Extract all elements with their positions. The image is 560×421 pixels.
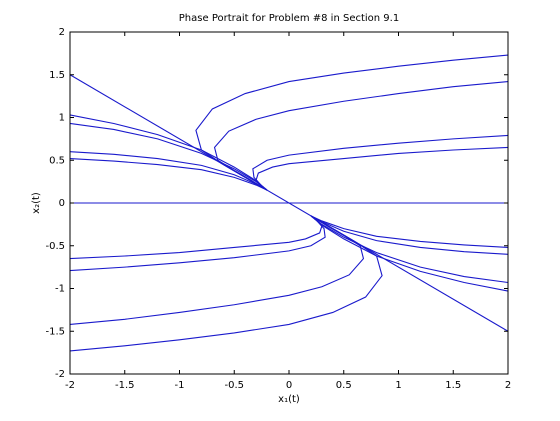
x-tick-label: 0.5 — [336, 380, 352, 391]
y-tick-label: -2 — [55, 369, 65, 380]
y-tick-label: 1.5 — [49, 70, 65, 81]
x-tick-label: 0 — [286, 380, 292, 391]
trajectory — [69, 215, 323, 260]
y-tick-label: 1 — [59, 113, 65, 124]
trajectory — [195, 54, 509, 191]
y-axis-label: x₂(t) — [31, 192, 42, 214]
x-tick-label: -1 — [175, 380, 185, 391]
trajectory — [69, 122, 268, 191]
trajectory — [69, 215, 365, 325]
chart-title: Phase Portrait for Problem #8 in Section… — [179, 13, 399, 24]
x-tick-label: 1 — [395, 380, 401, 391]
y-tick-label: 0 — [59, 198, 65, 209]
trajectory — [69, 215, 383, 352]
trajectory — [255, 146, 509, 191]
trajectory — [213, 81, 509, 191]
y-tick-label: 2 — [59, 27, 65, 38]
x-tick-label: -2 — [65, 380, 75, 391]
x-tick-label: 2 — [505, 380, 511, 391]
trajectory — [310, 215, 509, 249]
x-axis-label: x₁(t) — [278, 394, 300, 405]
trajectory — [69, 157, 268, 191]
y-tick-label: -1 — [55, 284, 65, 295]
x-tick-label: 1.5 — [445, 380, 461, 391]
y-tick-label: -1.5 — [45, 326, 65, 337]
x-tick-label: -1.5 — [115, 380, 135, 391]
trajectory — [310, 215, 509, 284]
x-tick-label: -0.5 — [224, 380, 244, 391]
y-tick-label: -0.5 — [45, 241, 65, 252]
y-tick-label: 0.5 — [49, 155, 65, 166]
